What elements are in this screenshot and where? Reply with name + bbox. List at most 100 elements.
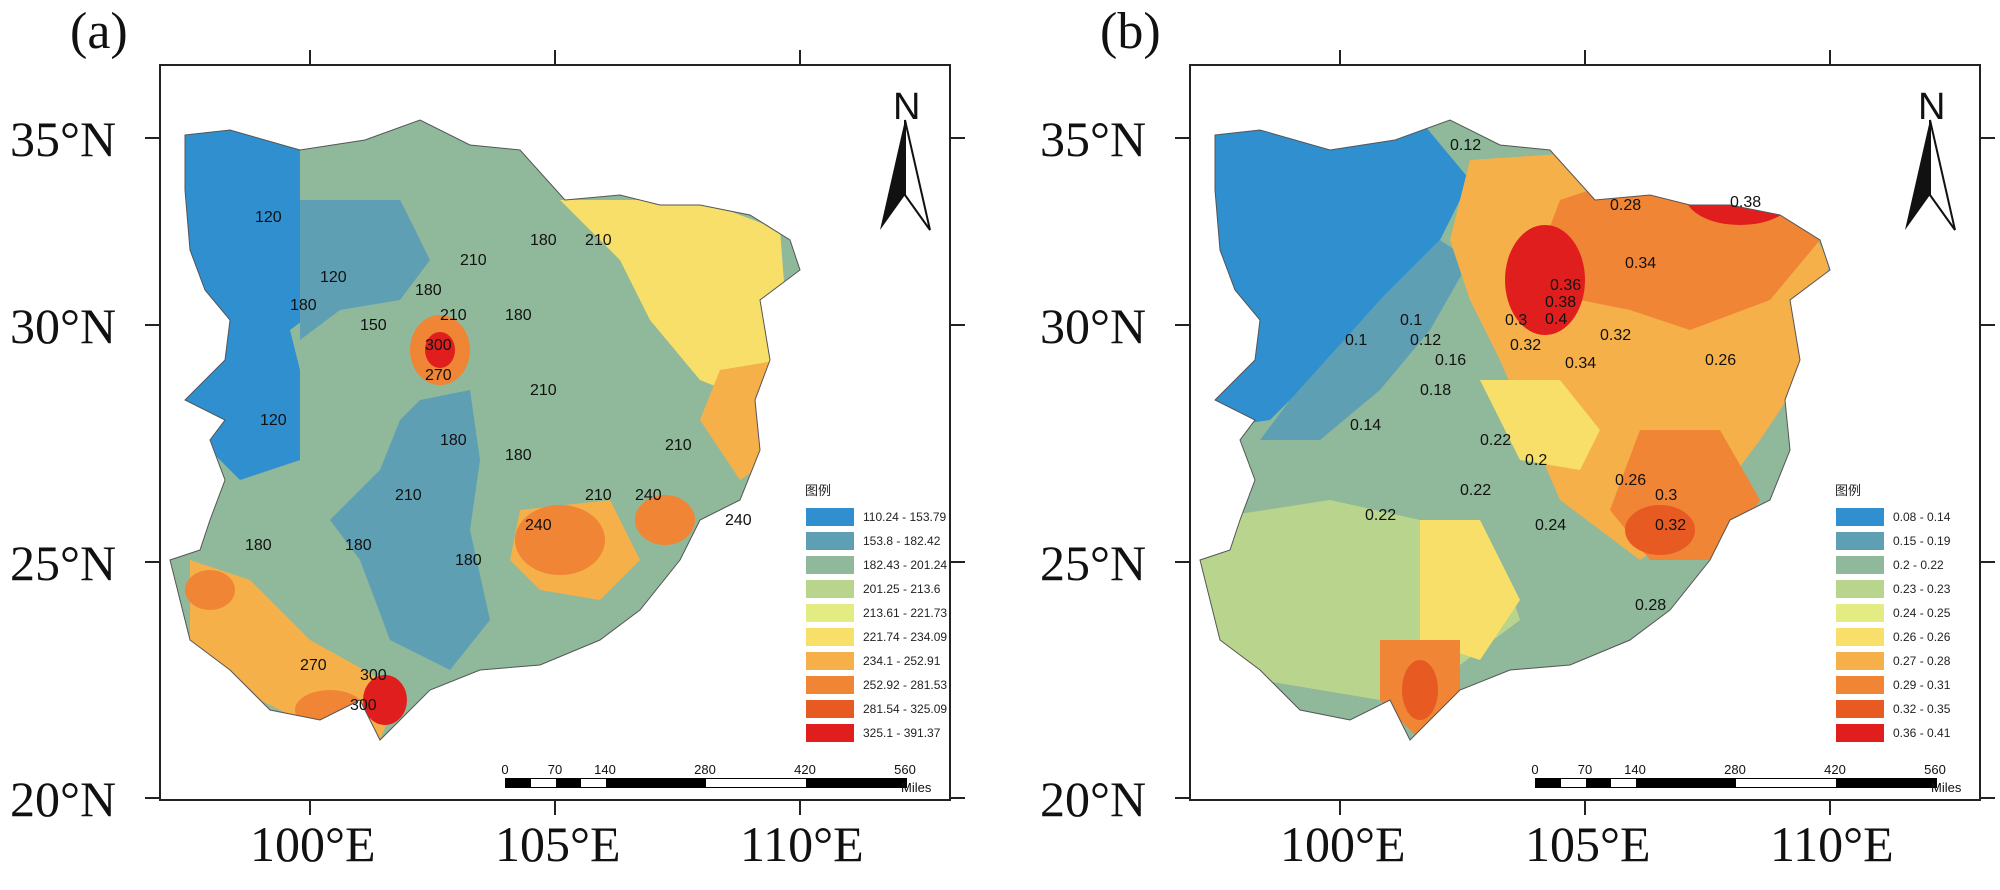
scale-tick: 0	[1531, 762, 1539, 777]
contour-label: 180	[290, 297, 317, 314]
contour-label: 0.3	[1655, 487, 1677, 504]
lon-label: 100°E	[1280, 816, 1406, 872]
legend: 图例 0.08 - 0.14 0.15 - 0.19 0.2 - 0.22 0.23 …	[1835, 480, 2000, 745]
legend-items: 110.24 - 153.79 153.8 - 182.42 182.43 - 20…	[805, 505, 1035, 745]
boundary-a	[169, 119, 801, 741]
legend-swatch	[1835, 699, 1885, 719]
contour-label: 240	[525, 517, 552, 534]
contour-label: 270	[300, 657, 327, 674]
contour-label: 120	[260, 412, 287, 429]
contour-label: 0.22	[1480, 432, 1511, 449]
scale-tick: 70	[547, 762, 563, 777]
contour-label: 0.32	[1510, 337, 1541, 354]
scale-tick: 70	[1577, 762, 1593, 777]
lat-label: 20°N	[10, 771, 117, 827]
frame-ticks	[145, 50, 965, 815]
contour-label: 150	[360, 317, 387, 334]
contour-label: 210	[395, 487, 422, 504]
scale-tick: 280	[1724, 762, 1746, 777]
contour-label: 0.34	[1565, 355, 1596, 372]
scale-unit: Miles	[901, 780, 932, 795]
contour-label: 0.34	[1625, 255, 1656, 272]
legend-label: 325.1 - 391.37	[863, 726, 941, 740]
legend-title: 图例	[805, 483, 832, 498]
scale-tick: 280	[694, 762, 716, 777]
contour-label: 0.26	[1615, 472, 1646, 489]
legend-label: 0.2 - 0.22	[1893, 558, 1944, 572]
legend-label: 182.43 - 201.24	[863, 558, 948, 572]
legend-item: 213.61 - 221.73	[805, 601, 1035, 625]
legend-label: 213.61 - 221.73	[863, 606, 948, 620]
contour-label: 0.24	[1535, 517, 1566, 534]
north-arrow-icon	[1905, 119, 1956, 231]
legend-item: 234.1 - 252.91	[805, 649, 1035, 673]
lon-label: 100°E	[250, 816, 376, 872]
contour-label: 210	[665, 437, 692, 454]
contour-label: 180	[415, 282, 442, 299]
legend-swatch	[1835, 675, 1885, 695]
legend-swatch	[1835, 531, 1885, 551]
legend-item: 0.2 - 0.22	[1835, 553, 2000, 577]
scale-bar: 0 70 140 280 420 560 Miles	[1531, 762, 1961, 795]
contour-label: 0.16	[1435, 352, 1466, 369]
map-a: 120 120 180 150 180 210 180 210 180 210 …	[145, 50, 965, 815]
contour-label: 300	[360, 667, 387, 684]
contour-label: 180	[530, 232, 557, 249]
legend-swatch	[805, 507, 855, 527]
legend-swatch	[1835, 555, 1885, 575]
contour-label: 210	[460, 252, 487, 269]
legend-item: 325.1 - 391.37	[805, 721, 1035, 745]
panel-b: (b)	[1000, 0, 2000, 890]
contour-label: 300	[350, 697, 377, 714]
contour-label: 180	[455, 552, 482, 569]
legend-label: 0.36 - 0.41	[1893, 726, 1951, 740]
legend-label: 201.25 - 213.6	[863, 582, 941, 596]
lat-label: 35°N	[10, 111, 117, 167]
contour-label: 210	[440, 307, 467, 324]
legend-label: 0.26 - 0.26	[1893, 630, 1951, 644]
legend-swatch	[1835, 507, 1885, 527]
legend-item: 201.25 - 213.6	[805, 577, 1035, 601]
legend-item: 182.43 - 201.24	[805, 553, 1035, 577]
scale-bar: 0 70 140 280 420 560 Miles	[501, 762, 931, 795]
contour-label: 0.1	[1400, 312, 1422, 329]
legend-item: 110.24 - 153.79	[805, 505, 1035, 529]
contour-label: 0.2	[1525, 452, 1547, 469]
contour-label: 0.36	[1550, 277, 1581, 294]
contour-label: 0.22	[1460, 482, 1491, 499]
scale-unit: Miles	[1931, 780, 1962, 795]
legend-item: 0.29 - 0.31	[1835, 673, 2000, 697]
contour-label: 0.22	[1365, 507, 1396, 524]
legend-label: 0.27 - 0.28	[1893, 654, 1951, 668]
legend-items: 0.08 - 0.14 0.15 - 0.19 0.2 - 0.22 0.23 - 0…	[1835, 505, 2000, 745]
legend: 图例 110.24 - 153.79 153.8 - 182.42 182.43 -…	[805, 480, 1035, 745]
legend-swatch	[805, 555, 855, 575]
legend-label: 0.08 - 0.14	[1893, 510, 1951, 524]
legend-swatch	[1835, 651, 1885, 671]
legend-label: 0.29 - 0.31	[1893, 678, 1951, 692]
legend-swatch	[1835, 579, 1885, 599]
lon-label: 110°E	[740, 816, 864, 872]
legend-item: 0.15 - 0.19	[1835, 529, 2000, 553]
legend-item: 0.24 - 0.25	[1835, 601, 2000, 625]
legend-item: 153.8 - 182.42	[805, 529, 1035, 553]
contour-label: 0.32	[1655, 517, 1686, 534]
scale-tick: 140	[1624, 762, 1646, 777]
legend-item: 0.08 - 0.14	[1835, 505, 2000, 529]
lon-label: 110°E	[1770, 816, 1894, 872]
legend-label: 0.32 - 0.35	[1893, 702, 1951, 716]
legend-swatch	[805, 603, 855, 623]
contour-label: 300	[425, 337, 452, 354]
contour-label: 0.4	[1545, 311, 1567, 328]
contour-label: 180	[505, 447, 532, 464]
legend-swatch	[1835, 627, 1885, 647]
contour-label: 0.38	[1545, 294, 1576, 311]
legend-item: 281.54 - 325.09	[805, 697, 1035, 721]
contour-label: 0.26	[1705, 352, 1736, 369]
contour-label: 0.1	[1345, 332, 1367, 349]
contour-label: 180	[245, 537, 272, 554]
legend-label: 110.24 - 153.79	[863, 510, 947, 524]
lon-label: 105°E	[1525, 816, 1651, 872]
lat-label: 35°N	[1040, 111, 1147, 167]
legend-item: 0.26 - 0.26	[1835, 625, 2000, 649]
